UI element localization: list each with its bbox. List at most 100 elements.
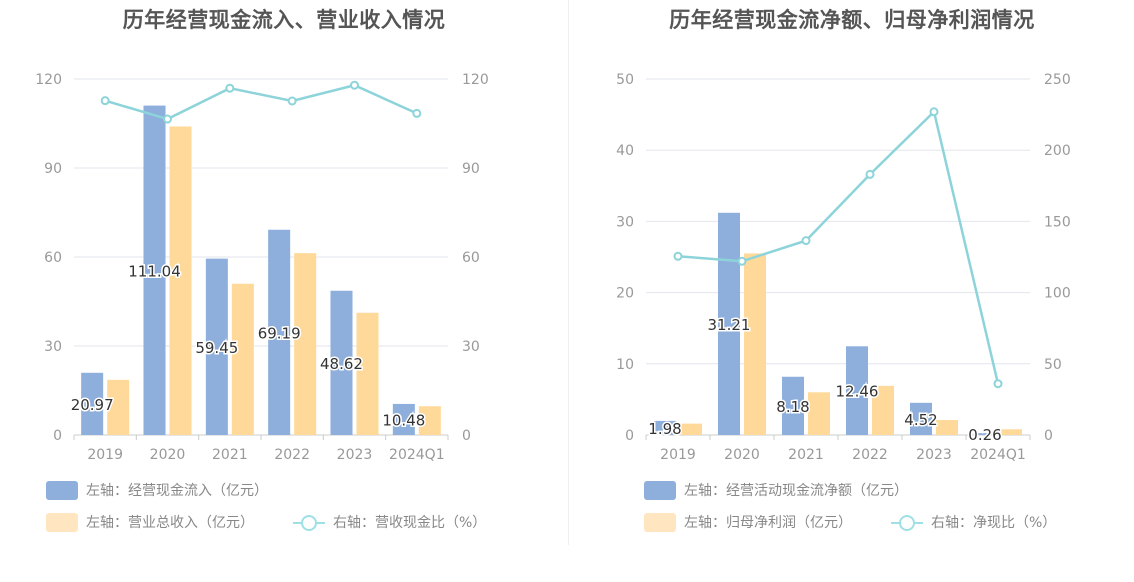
line-point: [865, 169, 875, 179]
legend-item-total-revenue[interactable]: 左轴：营业总收入（亿元）: [46, 512, 254, 532]
legend-item-net-profit[interactable]: 左轴：归母净利润（亿元）: [644, 512, 852, 532]
bar: [330, 290, 353, 435]
line-point: [287, 96, 297, 106]
x-axis-tick-label: 2022: [274, 447, 310, 463]
data-label: 48.62: [320, 355, 363, 373]
left-axis-tick: 30: [44, 339, 62, 355]
bar: [872, 385, 894, 435]
left-axis-tick: 120: [35, 72, 62, 88]
bar: [1000, 429, 1022, 435]
x-axis-tick-label: 2024Q1: [970, 447, 1026, 463]
bar: [169, 126, 192, 435]
bar: [392, 403, 415, 435]
line-point: [737, 256, 747, 266]
legend-swatch-total-revenue: [46, 512, 78, 532]
line-point: [673, 251, 683, 261]
data-label: 4.52: [904, 411, 937, 429]
right-axis-tick: 90: [462, 161, 480, 177]
x-axis-tick-label: 2024Q1: [389, 447, 445, 463]
line-marker-icon: [293, 513, 325, 532]
legend-swatch-cash-inflow: [46, 480, 78, 500]
left-axis-tick: 60: [44, 250, 62, 266]
line-point: [350, 80, 359, 90]
bar: [205, 258, 228, 435]
data-label: 10.48: [382, 411, 425, 429]
chart-cashflow-revenue: 0 30 60 90 120 0 30 60 90 120 2019 2020 2021 2022 2023…: [35, 72, 489, 463]
bar: [143, 105, 166, 436]
right-axis-tick: 150: [1044, 214, 1071, 230]
bar: [268, 229, 291, 435]
x-axis-tick-label: 2019: [87, 447, 123, 463]
left-axis-tick: 50: [616, 72, 634, 88]
legend-item-revenue-cash-ratio[interactable]: 右轴：营收现金比（%）: [293, 512, 486, 532]
right-axis-tick: 100: [1044, 286, 1071, 302]
left-axis-tick: 10: [616, 357, 634, 373]
line-point: [801, 236, 811, 246]
line-point: [225, 83, 235, 93]
data-label: 69.19: [258, 324, 301, 342]
bar: [294, 253, 317, 435]
legend-swatch-operating-net-cash: [644, 480, 676, 500]
bar: [936, 420, 958, 435]
bar: [974, 433, 996, 435]
legend-label-revenue-cash-ratio: 右轴：营收现金比（%）: [333, 515, 487, 531]
line-marker-icon: [891, 513, 923, 532]
legend-label-operating-net-cash: 左轴：经营活动现金流净额（亿元）: [684, 483, 908, 499]
legend-label-cash-inflow: 左轴：经营现金流入（亿元）: [86, 483, 268, 499]
data-label: 59.45: [195, 339, 238, 357]
right-axis-tick: 30: [462, 339, 480, 355]
x-axis-tick-label: 2023: [337, 447, 373, 463]
bar: [910, 402, 932, 435]
legend-label-total-revenue: 左轴：营业总收入（亿元）: [86, 515, 254, 531]
bar: [808, 392, 830, 435]
right-axis-tick: 0: [1044, 428, 1053, 444]
right-axis-tick: 200: [1044, 143, 1071, 159]
legend-label-net-profit: 左轴：归母净利润（亿元）: [684, 515, 852, 531]
x-axis-tick-label: 2021: [212, 447, 248, 463]
bar: [744, 253, 766, 435]
line-point: [412, 108, 422, 118]
data-label: 1.98: [648, 420, 681, 438]
data-label: 31.21: [708, 316, 751, 334]
right-axis-tick: 50: [1044, 357, 1062, 373]
bar: [81, 372, 104, 435]
bar: [782, 376, 804, 435]
left-axis-tick: 20: [616, 286, 634, 302]
legend-swatch-net-profit: [644, 512, 676, 532]
left-axis-tick: 30: [616, 214, 634, 230]
x-axis-tick-label: 2023: [916, 447, 952, 463]
bar: [718, 212, 740, 435]
chart-title: 历年经营现金流净额、归母净利润情况: [669, 8, 1035, 32]
bar: [654, 420, 676, 435]
legend-label-net-cash-ratio: 右轴：净现比（%）: [931, 515, 1057, 531]
line-point: [163, 114, 172, 124]
right-axis-tick: 60: [462, 250, 480, 266]
x-axis-tick-label: 2021: [788, 447, 824, 463]
x-axis-tick-label: 2019: [660, 447, 696, 463]
panel-divider: [568, 0, 569, 545]
data-label: 12.46: [836, 383, 879, 401]
data-label: 20.97: [71, 396, 114, 414]
x-axis-tick-label: 2020: [150, 447, 186, 463]
series-line: [677, 109, 1000, 385]
bar: [107, 379, 130, 435]
chart-panel-netcash-profit: 历年经营现金流净额、归母净利润情况 0 10 20 30 40 50 0 50 100 150 20…: [570, 0, 1134, 582]
data-label: 111.04: [128, 262, 181, 280]
chart-title: 历年经营现金流入、营业收入情况: [122, 8, 446, 32]
data-label: 8.18: [776, 398, 809, 416]
left-axis-tick: 90: [44, 161, 62, 177]
left-axis-tick: 0: [53, 428, 62, 444]
legend-item-net-cash-ratio[interactable]: 右轴：净现比（%）: [891, 512, 1056, 532]
bar: [680, 423, 702, 435]
bar: [846, 346, 868, 435]
series-line: [104, 83, 418, 121]
legend-item-operating-net-cash[interactable]: 左轴：经营活动现金流净额（亿元）: [644, 480, 908, 500]
line-point: [993, 379, 1003, 389]
right-axis-tick: 0: [462, 428, 471, 444]
data-label: 0.26: [968, 426, 1001, 444]
left-axis-tick: 40: [616, 143, 634, 159]
x-axis-tick-label: 2020: [724, 447, 760, 463]
right-axis-tick: 120: [462, 72, 489, 88]
chart-panel-cashflow-revenue: 历年经营现金流入、营业收入情况 0 30 60 90 120 0 30 60 90 120 2019…: [35, 8, 489, 532]
legend-item-cash-inflow[interactable]: 左轴：经营现金流入（亿元）: [46, 480, 268, 500]
